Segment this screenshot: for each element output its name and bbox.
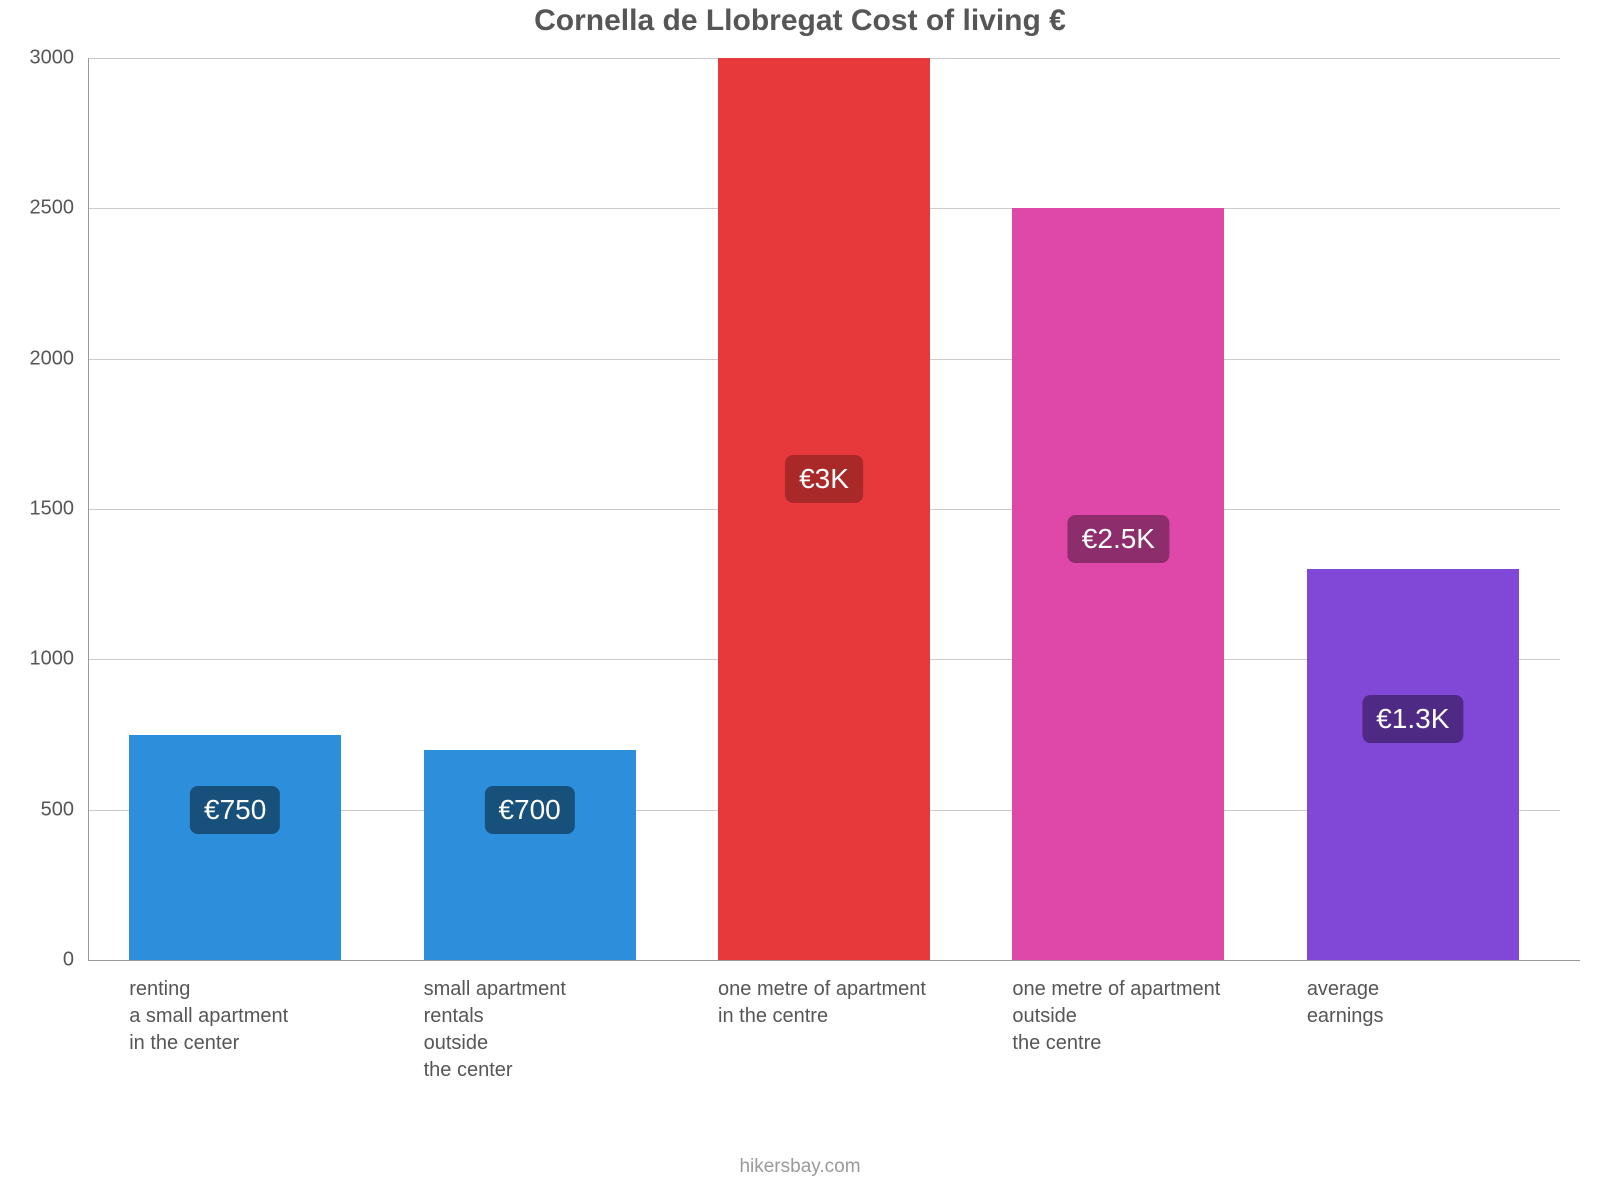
bar — [718, 58, 930, 960]
plot-area: €750 €700 €3K €2.5K €1.3K — [88, 58, 1560, 960]
bar — [129, 735, 341, 961]
x-tick-label: renting a small apartment in the center — [129, 976, 288, 1057]
bar-value-badge: €750 — [190, 786, 280, 834]
cost-of-living-bar-chart: Cornella de Llobregat Cost of living € €… — [0, 0, 1600, 1200]
bar — [1307, 569, 1519, 960]
y-tick-label: 1000 — [0, 648, 74, 671]
bar-value-badge: €1.3K — [1362, 695, 1463, 743]
y-axis-line — [88, 58, 89, 960]
attribution-text: hikersbay.com — [0, 1156, 1600, 1178]
bar-value-badge: €2.5K — [1068, 515, 1169, 563]
bar-value-badge: €700 — [484, 786, 574, 834]
x-tick-label: small apartment rentals outside the cent… — [424, 976, 566, 1084]
y-tick-label: 2000 — [0, 347, 74, 370]
x-tick-label: one metre of apartment outside the centr… — [1012, 976, 1220, 1057]
x-tick-label: one metre of apartment in the centre — [718, 976, 926, 1030]
x-axis-line — [88, 960, 1580, 961]
bar — [1012, 208, 1224, 960]
bar-value-badge: €3K — [785, 455, 863, 503]
y-tick-label: 0 — [0, 949, 74, 972]
chart-title: Cornella de Llobregat Cost of living € — [0, 4, 1600, 38]
y-tick-label: 3000 — [0, 47, 74, 70]
x-tick-label: average earnings — [1307, 976, 1384, 1030]
bar — [424, 750, 636, 960]
y-tick-label: 2500 — [0, 197, 74, 220]
y-tick-label: 1500 — [0, 498, 74, 521]
y-tick-label: 500 — [0, 798, 74, 821]
